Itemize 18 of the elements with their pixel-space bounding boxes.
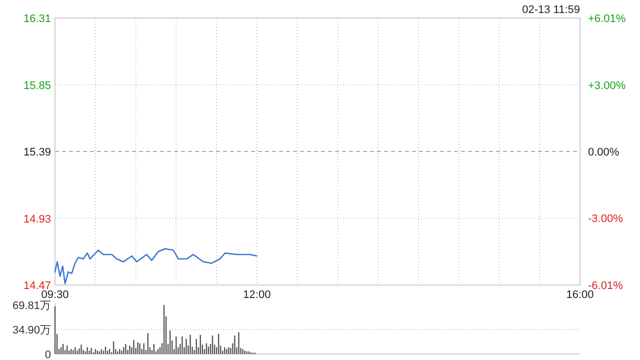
y-tick-label: 16.31 — [23, 13, 51, 25]
line-series — [54, 248, 258, 284]
y-tick-label: 34.90万 — [12, 324, 51, 337]
y-tick-label: 14.47 — [23, 280, 51, 292]
x-tick-label: 12:00 — [243, 289, 271, 301]
y-tick-label: 69.81万 — [12, 300, 51, 312]
y-tick-label: 14.93 — [23, 213, 51, 226]
y2-tick-label: -3.00% — [588, 213, 624, 226]
text: 02-13 11:59 — [522, 4, 580, 16]
y2-tick-label: 0.00% — [588, 146, 620, 158]
y-tick-label: 15.85 — [23, 80, 51, 92]
y-tick-label: 0 — [44, 349, 51, 360]
y2-tick-label: +6.01% — [588, 13, 626, 25]
y2-tick-label: -6.01% — [588, 280, 624, 292]
y-tick-label: 15.39 — [23, 146, 51, 158]
x-tick-label: 16:00 — [566, 289, 594, 301]
y2-tick-label: +3.00% — [588, 80, 626, 92]
x-tick-label: 09:30 — [41, 289, 69, 301]
